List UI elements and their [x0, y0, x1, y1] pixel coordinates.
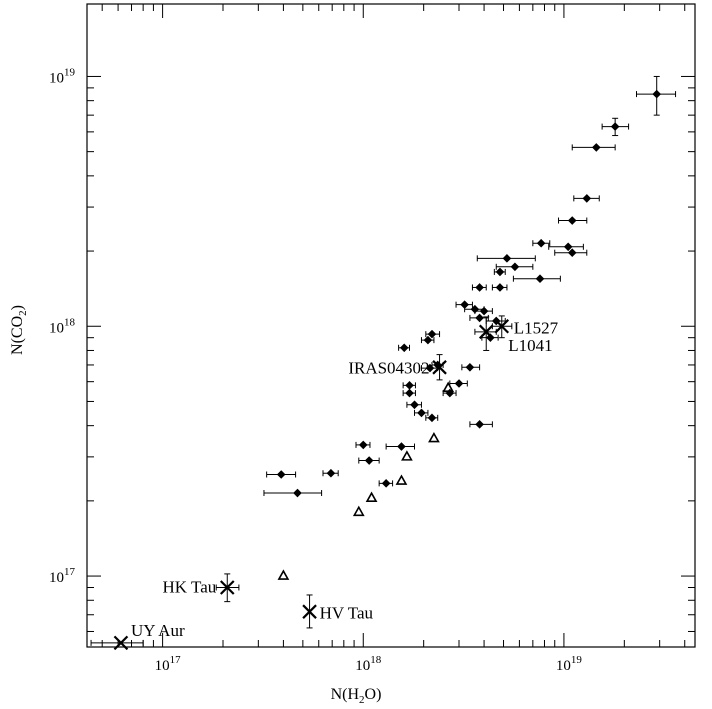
diamond-point — [427, 329, 437, 339]
diamond-point — [460, 300, 469, 309]
diamond-point — [423, 335, 433, 345]
diamond-point — [465, 362, 475, 372]
diamond-point — [425, 363, 435, 373]
cross-point — [494, 318, 510, 334]
y-tick-label: 1019 — [49, 66, 76, 86]
diamond-point — [475, 420, 484, 429]
diamond-point — [399, 343, 409, 353]
diamond-point — [427, 413, 437, 423]
triangle-point — [401, 450, 413, 461]
markers-layer — [113, 89, 662, 651]
diamond-point — [535, 274, 545, 284]
cross-stroke — [432, 360, 447, 375]
point-label: UY Aur — [131, 621, 185, 640]
diamond-point — [502, 254, 512, 263]
ticks-layer — [87, 4, 695, 647]
diamond-point — [405, 381, 414, 390]
x-tick-label: 1018 — [355, 654, 382, 674]
y-axis-title: N(CO2) — [9, 305, 29, 355]
diamond-point — [563, 242, 573, 252]
diamond-point — [364, 456, 374, 465]
diamond-point — [652, 89, 662, 99]
diamond-point — [567, 216, 577, 225]
triangle-point — [428, 431, 440, 443]
diamond-point — [326, 468, 336, 478]
point-label: L1041 — [508, 336, 552, 355]
diamond-point — [479, 306, 489, 316]
x-tick-label: 1017 — [155, 654, 182, 674]
diamond-point — [417, 408, 426, 418]
diamond-point — [454, 379, 464, 388]
x-tick-label: 1019 — [556, 654, 583, 674]
diamond-point — [495, 283, 505, 292]
cross-stroke — [302, 604, 317, 619]
cross-point — [478, 324, 494, 340]
diamond-point — [536, 238, 546, 248]
diamond-point — [475, 283, 484, 292]
point-label: HK Tau — [163, 577, 217, 596]
point-label: HV Tau — [320, 604, 374, 623]
diamond-point — [381, 479, 391, 488]
diamond-point — [358, 440, 368, 450]
triangle-point — [395, 474, 408, 485]
y-tick-label: 1018 — [49, 316, 76, 336]
tick-labels-layer: 1017 1018 1019 1017 1018 1019 — [49, 66, 582, 674]
diamond-point — [405, 388, 414, 398]
diamond-point — [510, 262, 520, 272]
cross-stroke — [478, 324, 494, 340]
cross-stroke — [494, 318, 510, 334]
cross-stroke — [219, 580, 235, 595]
diamond-point — [582, 194, 592, 203]
y-tick-label: 1017 — [49, 566, 76, 586]
diamond-point — [475, 313, 484, 323]
diamond-point — [276, 470, 286, 479]
triangle-point — [352, 505, 365, 517]
diamond-point — [495, 267, 505, 277]
plot-frame — [86, 3, 696, 648]
point-label: IRAS04302 — [348, 358, 429, 377]
diamond-point — [567, 248, 577, 258]
cross-point — [432, 360, 447, 375]
x-axis-title: N(H2O) — [331, 686, 382, 706]
triangle-point — [365, 491, 378, 502]
point-label: L1527 — [514, 318, 559, 337]
diamond-point — [591, 143, 601, 152]
diamond-point — [470, 304, 480, 314]
cross-point — [219, 580, 235, 595]
diamond-point — [410, 400, 419, 410]
diamond-point — [610, 122, 620, 131]
diamond-point — [486, 333, 495, 342]
diamond-point — [293, 488, 302, 498]
triangle-point — [277, 569, 290, 580]
diamond-point — [397, 442, 406, 451]
triangle-point — [442, 381, 455, 392]
cross-point — [302, 604, 317, 619]
